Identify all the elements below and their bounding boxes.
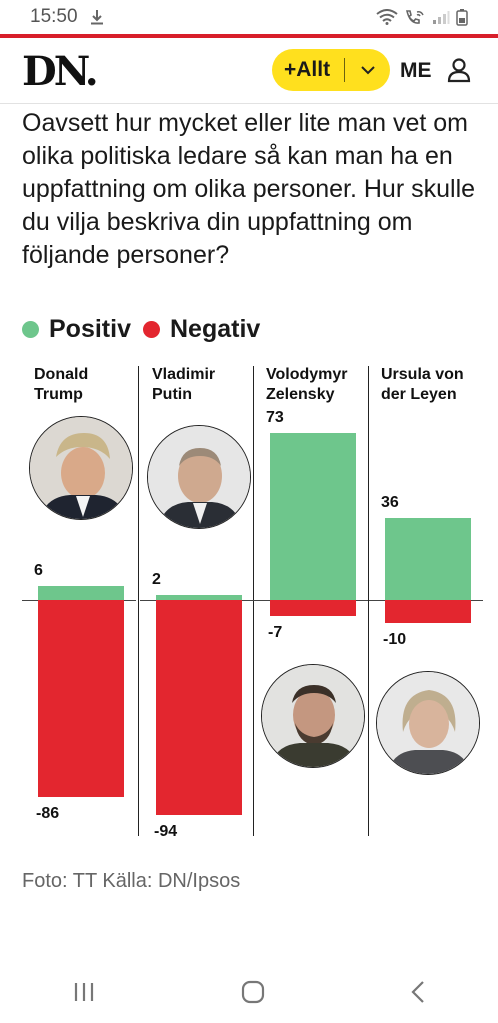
wifi-call-icon: [405, 10, 424, 24]
signal-icon: [433, 11, 450, 24]
app-header: DN. +Allt ME: [0, 38, 498, 104]
chart-legend: Positiv Negativ: [22, 313, 272, 346]
legend-item-positive: Positiv: [22, 313, 131, 346]
bar-positive: [270, 433, 356, 600]
category-label-line: Vladimir: [152, 366, 216, 383]
portrait-volodymyr-zelensky: [261, 663, 365, 768]
header-accent-rule: [0, 34, 498, 38]
bar-positive: [156, 595, 242, 600]
portrait-donald-trump: [29, 416, 133, 521]
category-label-line: Donald: [34, 366, 89, 383]
value-label-positive: 36: [381, 493, 399, 511]
legend-swatch: [22, 321, 39, 338]
category-label: Ursula von der Leyen: [381, 365, 464, 405]
bar-chart: Donald Trump 6 -86 Vladimir Putin 2 -94 Volodymy…: [0, 360, 498, 860]
category-label: Volodymyr Zelensky: [266, 365, 348, 405]
category-label-line: der Leyen: [381, 386, 457, 403]
category-label-line: Trump: [34, 386, 83, 403]
legend-label: Negativ: [169, 315, 261, 343]
portrait-ursula-von-der-leyen: [376, 670, 480, 775]
category-label-line: Zelensky: [266, 386, 335, 403]
column-divider: [368, 366, 369, 836]
back-icon[interactable]: [410, 980, 426, 1004]
category-label-line: Ursula von: [381, 366, 464, 383]
bar-negative: [156, 600, 242, 815]
bar-negative: [38, 600, 124, 797]
bar-negative: [385, 600, 471, 623]
status-time: 15:50: [30, 6, 78, 27]
recents-icon[interactable]: [72, 981, 96, 1003]
dn-logo[interactable]: DN.: [22, 48, 99, 95]
status-bar: 15:50: [0, 0, 498, 34]
pill-separator: [344, 58, 345, 82]
source-credit: Foto: TT Källa: DN/Ipsos: [22, 870, 241, 892]
value-label-negative: -7: [268, 623, 283, 641]
bar-positive: [38, 586, 124, 600]
system-nav-bar: [0, 960, 498, 1023]
home-icon[interactable]: [241, 980, 265, 1004]
legend-item-negative: Negativ: [142, 313, 261, 346]
value-label-positive: 2: [152, 571, 161, 589]
category-label-line: Putin: [152, 386, 192, 403]
chevron-down-icon[interactable]: [345, 65, 390, 75]
user-icon[interactable]: [447, 57, 471, 83]
category-label: Vladimir Putin: [152, 365, 215, 405]
bar-negative: [270, 600, 356, 616]
value-label-positive: 6: [34, 562, 43, 580]
category-label: Donald Trump: [34, 365, 88, 405]
wifi-icon: [376, 9, 398, 25]
legend-label: Positiv: [49, 315, 131, 343]
legend-swatch: [142, 321, 160, 338]
bar-positive: [385, 517, 471, 600]
me-label[interactable]: ME: [400, 59, 432, 82]
download-icon: [90, 10, 103, 25]
value-label-negative: -10: [383, 630, 407, 648]
battery-icon: [456, 9, 468, 26]
value-label-negative: -94: [154, 822, 178, 840]
column-divider: [253, 366, 254, 836]
column-divider: [138, 366, 139, 836]
allt-menu-button[interactable]: +Allt: [272, 49, 390, 91]
category-label-line: Volodymyr: [266, 366, 348, 383]
survey-question: Oavsett hur mycket eller lite man vet om…: [22, 109, 476, 269]
value-label-positive: 73: [266, 409, 284, 427]
allt-label[interactable]: +Allt: [284, 58, 331, 81]
value-label-negative: -86: [36, 804, 60, 822]
portrait-vladimir-putin: [147, 425, 251, 530]
